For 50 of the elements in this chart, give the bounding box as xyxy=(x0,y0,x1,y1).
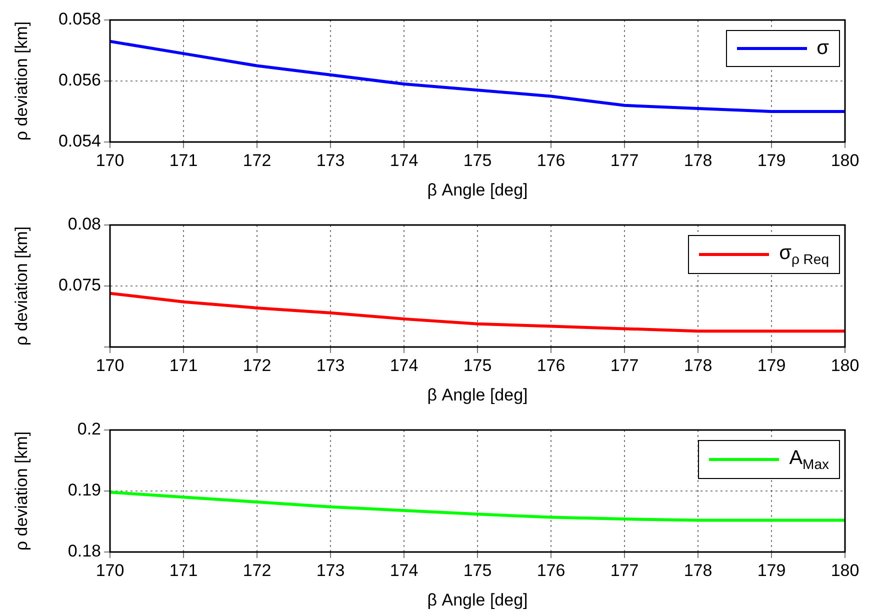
y-tick-label: 0.19 xyxy=(68,480,101,500)
y-tick-label: 0.18 xyxy=(68,542,101,561)
x-tick-label: 172 xyxy=(242,560,272,580)
x-tick-label: 177 xyxy=(610,356,639,375)
y-axis-title: ρ deviation [km] xyxy=(12,21,31,141)
x-tick-label: 173 xyxy=(316,356,345,375)
x-tick-label: 178 xyxy=(684,356,712,375)
x-tick-label: 171 xyxy=(169,356,198,375)
x-tick-label: 170 xyxy=(96,560,124,580)
x-axis-title: β Angle [deg] xyxy=(427,590,528,610)
legend-label: σ xyxy=(816,37,829,60)
x-tick-label: 180 xyxy=(830,560,860,580)
x-tick-label: 176 xyxy=(536,560,566,580)
legend-label: σ$_{ρ Req}$ xyxy=(779,242,829,267)
x-tick-label: 171 xyxy=(169,560,198,580)
x-tick-label: 179 xyxy=(757,150,786,170)
x-tick-label: 177 xyxy=(610,150,639,170)
x-tick-label: 170 xyxy=(96,356,124,375)
x-tick-label: 175 xyxy=(463,150,492,170)
x-tick-label: 179 xyxy=(757,560,786,580)
x-tick-label: 176 xyxy=(536,356,566,375)
x-tick-label: 180 xyxy=(830,150,860,170)
x-tick-label: 172 xyxy=(242,356,272,375)
y-tick-label: 0.054 xyxy=(58,132,101,151)
y-tick-label: 0.2 xyxy=(77,420,101,439)
legend-label: A$_{Max}$ xyxy=(789,447,829,472)
y-axis-title: ρ deviation [km] xyxy=(12,226,31,346)
y-tick-label: 0.08 xyxy=(68,214,101,234)
x-tick-label: 170 xyxy=(96,150,124,170)
x-tick-label: 173 xyxy=(316,150,345,170)
x-tick-label: 178 xyxy=(684,560,712,580)
x-axis-title: β Angle [deg] xyxy=(427,385,528,404)
x-tick-label: 175 xyxy=(463,356,492,375)
x-tick-label: 174 xyxy=(390,356,418,375)
x-tick-label: 175 xyxy=(463,560,492,580)
x-tick-label: 178 xyxy=(684,150,712,170)
x-tick-label: 174 xyxy=(390,560,418,580)
x-tick-label: 176 xyxy=(536,150,566,170)
x-tick-label: 180 xyxy=(830,356,860,375)
x-tick-label: 173 xyxy=(316,560,345,580)
x-axis-title: β Angle [deg] xyxy=(427,180,528,200)
y-axis-title: ρ deviation [km] xyxy=(12,431,31,551)
x-tick-label: 171 xyxy=(169,150,198,170)
x-tick-label: 179 xyxy=(757,356,786,375)
x-tick-label: 177 xyxy=(610,560,639,580)
x-tick-label: 174 xyxy=(390,150,418,170)
y-tick-label: 0.058 xyxy=(58,10,101,29)
x-tick-label: 172 xyxy=(242,150,272,170)
y-tick-label: 0.056 xyxy=(58,70,101,90)
y-tick-label: 0.075 xyxy=(58,276,101,295)
